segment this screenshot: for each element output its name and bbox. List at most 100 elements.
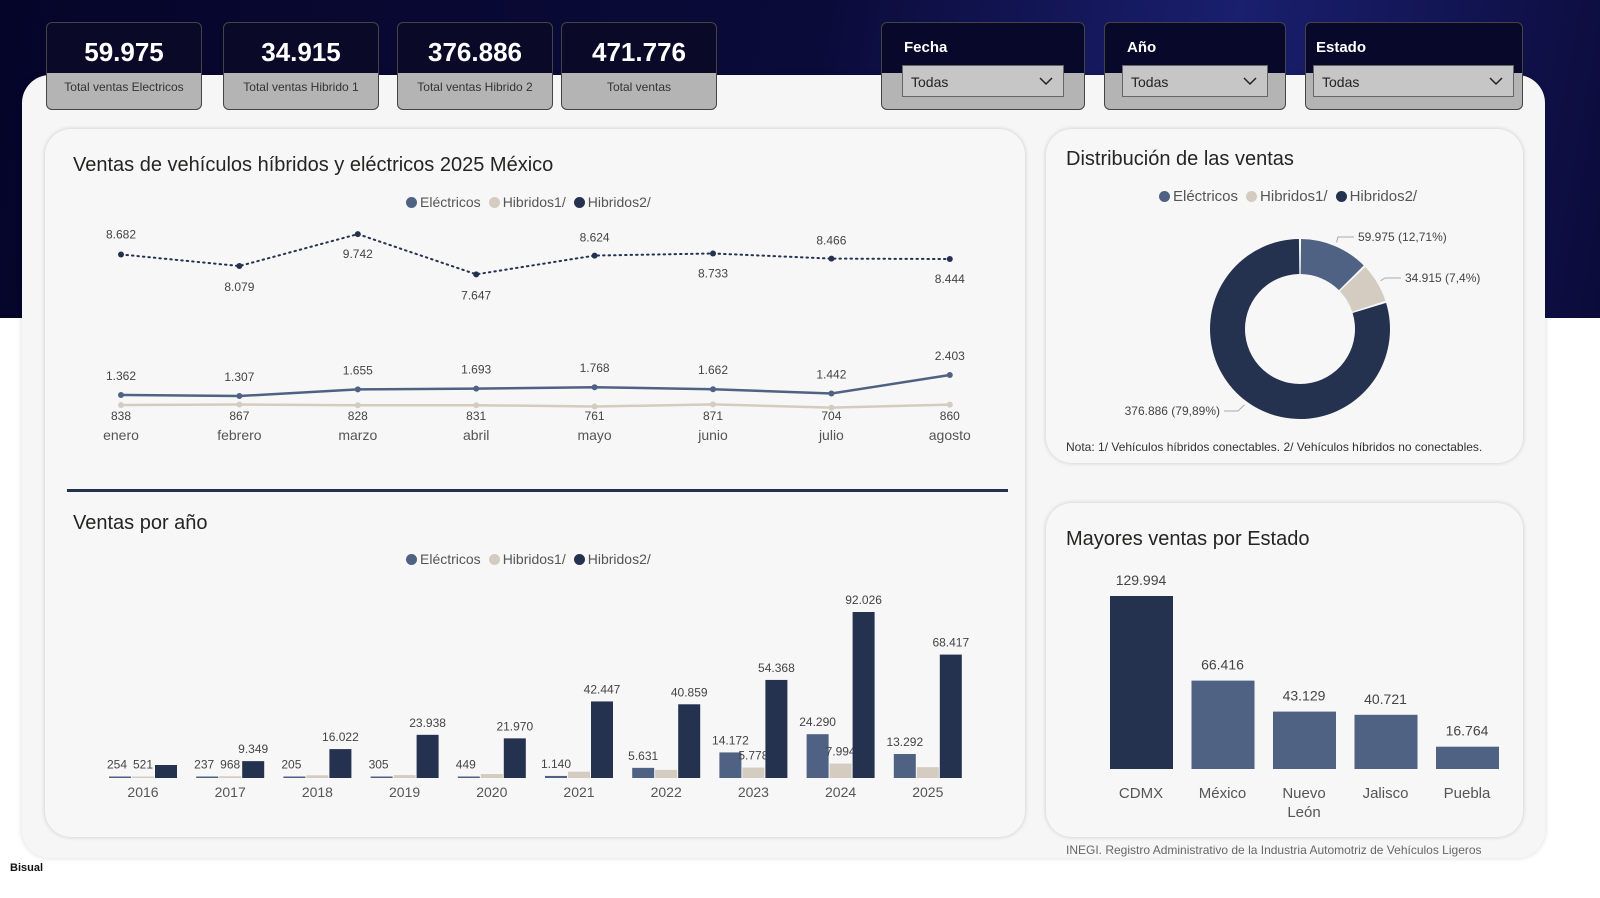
states-title: Mayores ventas por Estado (1066, 528, 1310, 550)
bar-hibridos2 (939, 654, 962, 778)
dot-icon (1159, 191, 1170, 202)
line-point (473, 385, 480, 392)
data-label: 21.970 (496, 719, 533, 733)
x-tick-label: 2022 (651, 784, 682, 800)
dot-icon (1335, 191, 1347, 202)
donut-title: Distribución de las ventas (1066, 148, 1294, 170)
x-tick-label: CDMX (1119, 785, 1163, 802)
legend-label: Hibridos1/ (1260, 188, 1328, 205)
x-tick-label: 2020 (476, 784, 507, 800)
legend-label: Hibridos2/ (1349, 188, 1418, 205)
bar-hibridos1 (219, 776, 242, 778)
data-label: 521 (133, 758, 153, 772)
leader-line (1336, 236, 1354, 243)
bar-hibridos2 (503, 738, 526, 778)
bar-electricos (719, 752, 742, 778)
data-label: 1.362 (106, 369, 136, 383)
bar-hibridos1 (480, 774, 503, 778)
kpi-card-total: 471.776 Total ventas (561, 22, 717, 110)
bar-electricos (806, 734, 829, 778)
bar-electricos (196, 776, 219, 778)
line-point (473, 271, 480, 278)
line-point (946, 256, 953, 263)
estado-dropdown[interactable]: Todas (1313, 65, 1514, 97)
kpi-value: 471.776 (592, 37, 686, 67)
x-tick-label: Nuevo (1282, 785, 1325, 802)
donut-legend: Eléctricos Hibridos1/ Hibridos2/ (1159, 188, 1417, 205)
data-label: 16.764 (1446, 723, 1489, 739)
x-tick-label: marzo (338, 427, 377, 443)
data-label: 9.742 (343, 247, 373, 261)
x-tick-label: abril (463, 427, 489, 443)
x-tick-label: Jalisco (1363, 785, 1409, 802)
fecha-dropdown[interactable]: Todas (902, 65, 1064, 97)
data-label: 7.647 (461, 288, 491, 302)
filter-label: Año (1127, 39, 1157, 56)
state-bar (1354, 714, 1418, 769)
legend-item[interactable]: Eléctricos (406, 194, 481, 210)
dot-icon (573, 197, 585, 208)
data-label: 5.778 (738, 749, 768, 763)
data-label: 9.349 (238, 742, 268, 756)
bar-electricos (109, 776, 131, 778)
legend-item[interactable]: Eléctricos (406, 551, 481, 567)
legend-item[interactable]: Hibridos2/ (1335, 188, 1418, 205)
data-label: 66.416 (1201, 657, 1244, 673)
x-tick-label: junio (697, 427, 728, 443)
legend-item[interactable]: Hibridos1/ (488, 194, 566, 210)
bar-hibridos2 (242, 761, 265, 778)
data-label: 1.307 (224, 370, 254, 384)
data-label: 1.655 (343, 363, 373, 377)
donut-slice (1210, 239, 1390, 419)
data-label: 1.768 (580, 361, 610, 375)
legend-item[interactable]: Hibridos2/ (573, 551, 651, 567)
leader-line (1224, 404, 1245, 412)
bar-hibridos1 (568, 771, 590, 778)
dot-icon (406, 554, 417, 565)
line-point (118, 402, 124, 409)
legend-item[interactable]: Eléctricos (1159, 188, 1238, 205)
data-label: 8.466 (816, 234, 846, 248)
data-label: 7.994 (826, 745, 856, 759)
data-label: 860 (940, 409, 960, 423)
bar-hibridos2 (155, 765, 177, 778)
bar-hibridos2 (765, 679, 788, 778)
kpi-card-electricos: 59.975 Total ventas Electricos (46, 22, 202, 110)
bar-hibridos1 (916, 767, 939, 778)
legend-label: Hibridos2/ (587, 194, 651, 210)
kpi-value: 376.886 (428, 37, 522, 67)
line-point (710, 386, 716, 393)
x-tick-label: 2025 (912, 784, 943, 800)
filter-label: Fecha (904, 39, 948, 56)
anio-dropdown[interactable]: Todas (1122, 65, 1268, 97)
slice-label: 376.886 (79,89%) (1125, 404, 1220, 418)
data-label: 8.682 (106, 227, 136, 241)
line-point (946, 372, 953, 379)
line-point (236, 401, 243, 408)
x-tick-label: 2023 (738, 784, 769, 800)
legend-item[interactable]: Hibridos2/ (573, 194, 651, 210)
line-point (828, 404, 835, 411)
filter-label: Estado (1316, 39, 1367, 56)
dropdown-value: Todas (1131, 74, 1169, 90)
x-tick-label: enero (103, 427, 139, 443)
line-chart-title: Ventas de vehículos híbridos y eléctrico… (73, 154, 554, 176)
kpi-card-hibrido1: 34.915 Total ventas Hibrido 1 (223, 22, 379, 110)
chevron-down-icon (1243, 77, 1257, 86)
line-point (591, 252, 598, 259)
bar-legend: Eléctricos Hibridos1/ Hibridos2/ (406, 551, 651, 567)
legend-item[interactable]: Hibridos1/ (488, 551, 566, 567)
data-label: 13.292 (886, 735, 923, 749)
line-point (828, 390, 835, 397)
bar-hibridos2 (591, 701, 613, 778)
bar-hibridos1 (829, 763, 852, 778)
x-tick-label: julio (818, 427, 844, 443)
x-tick-label: mayo (577, 427, 611, 443)
chevron-down-icon (1489, 77, 1503, 86)
legend-label: Eléctricos (1173, 188, 1239, 205)
bar-electricos (457, 776, 480, 778)
line-point (354, 231, 361, 238)
legend-label: Hibridos1/ (502, 551, 566, 567)
legend-item[interactable]: Hibridos1/ (1246, 188, 1328, 205)
